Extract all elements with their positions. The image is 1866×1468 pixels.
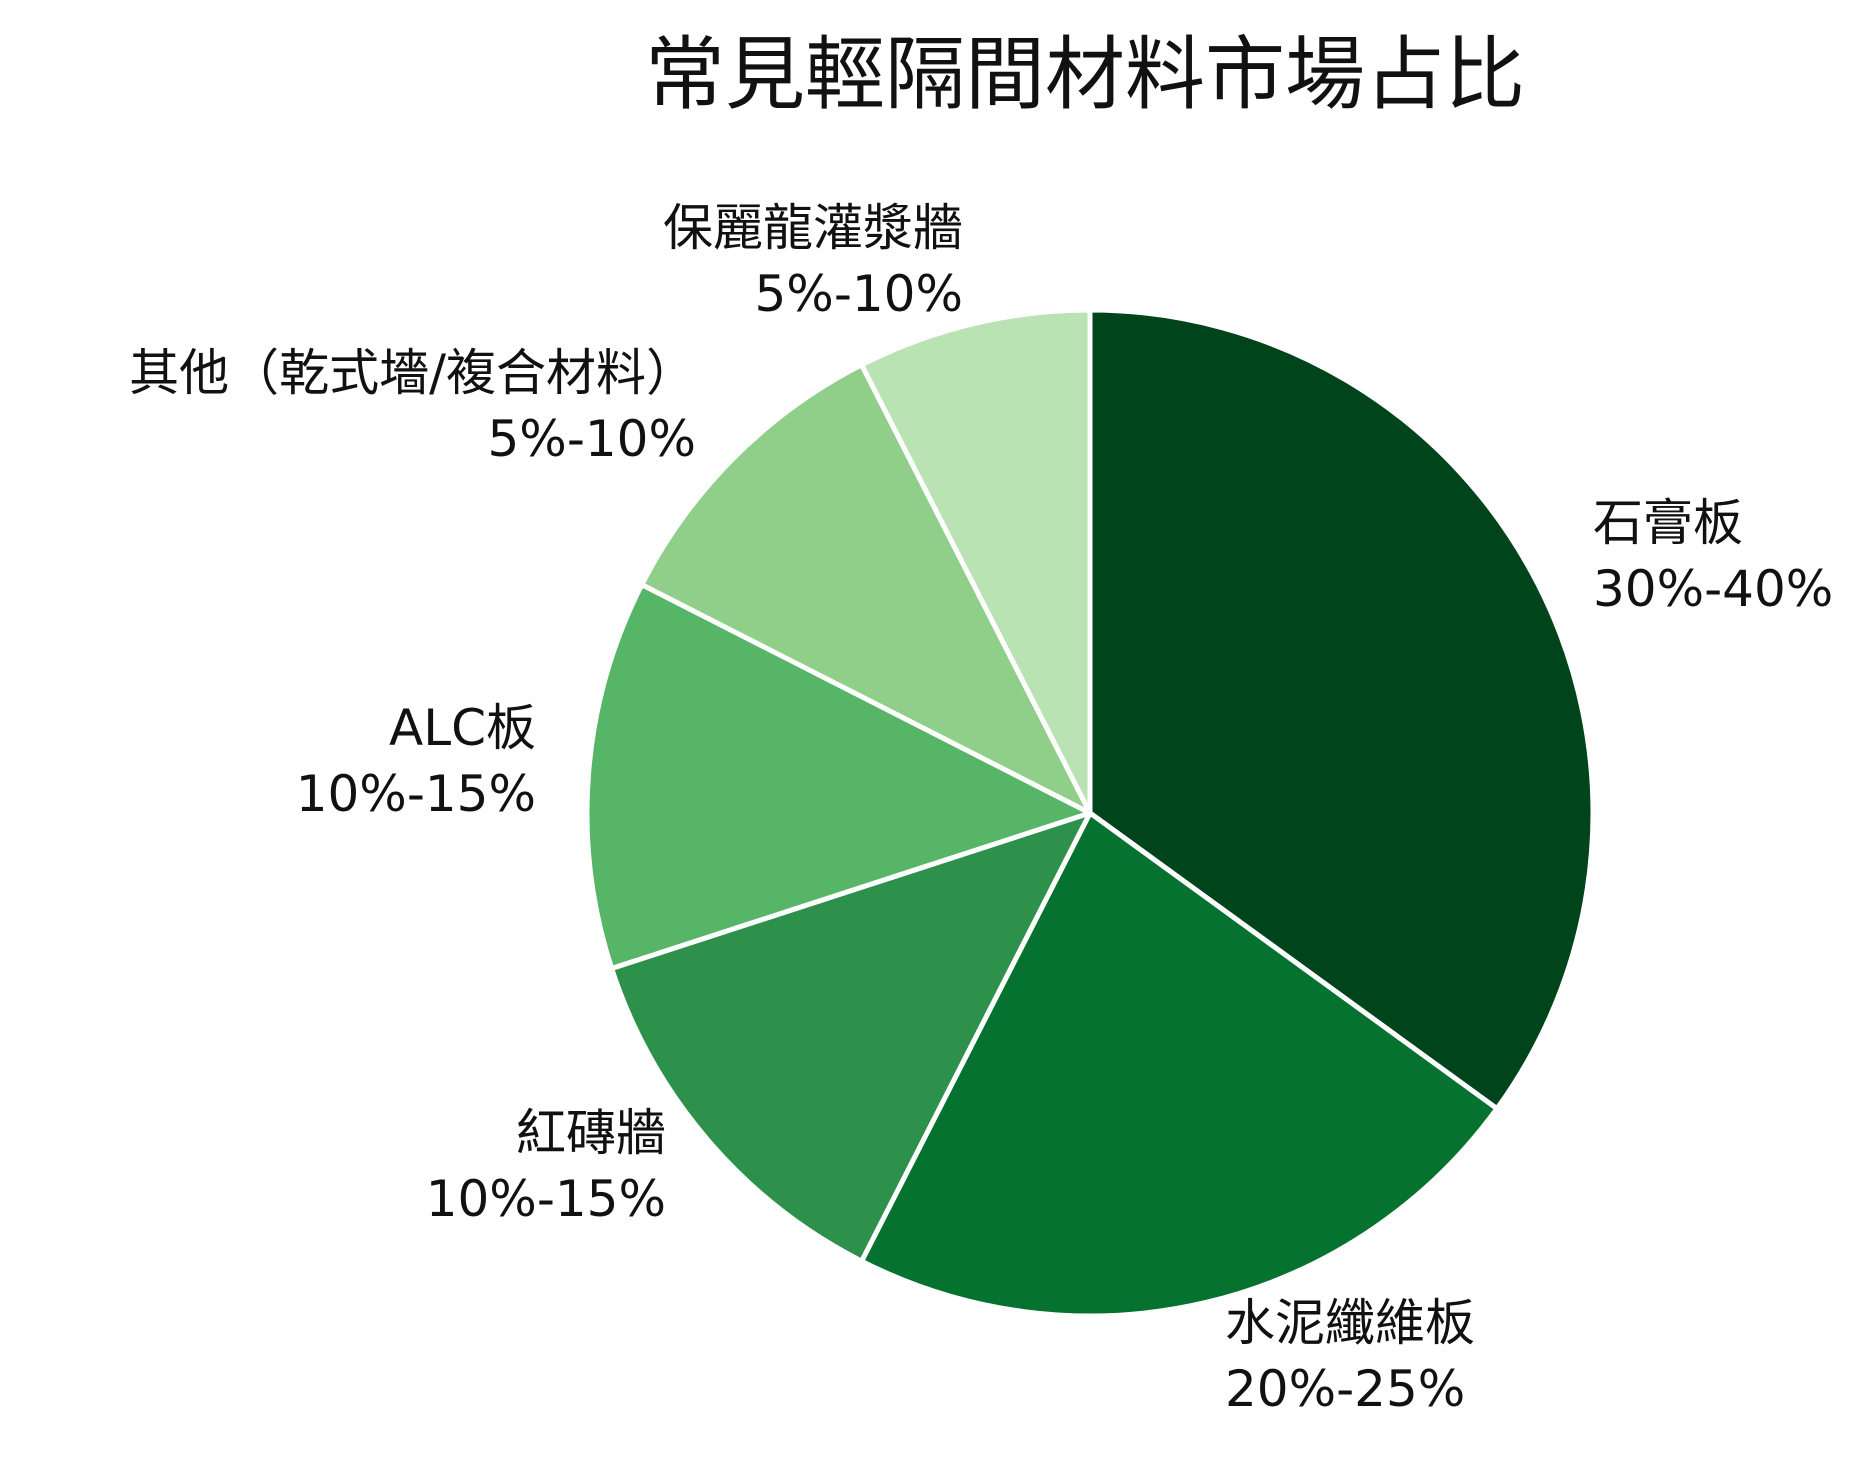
slice-label-eps-grout-wall: 保麗龍灌漿牆 5%-10% [663,195,963,327]
slice-eps-grout-wall [859,307,1093,816]
slice-range-eps-grout-wall: 5%-10% [754,265,964,323]
slice-range-gypsum-board: 30%-40% [1593,560,1834,618]
slice-red-brick-wall [609,810,1093,1264]
slice-name-gypsum-board: 石膏板 [1593,494,1743,552]
slice-label-fiber-cement-board: 水泥纖維板 20%-25% [1225,1290,1475,1422]
slice-label-alc-board: ALC板 10%-15% [296,695,536,827]
slice-label-red-brick-wall: 紅磚牆 10%-15% [426,1100,666,1232]
slice-name-red-brick-wall: 紅磚牆 [516,1104,666,1162]
slice-name-eps-grout-wall: 保麗龍灌漿牆 [663,199,963,257]
slice-range-other-composite: 5%-10% [487,410,697,468]
slice-range-alc-board: 10%-15% [295,765,536,823]
slice-alc-board [584,582,1093,971]
slice-name-other-composite: 其他（乾式墻/複合材料） [129,344,696,402]
chart-title: 常見輕隔間材料市場占比 [645,28,1525,121]
slice-range-fiber-cement-board: 20%-25% [1225,1360,1466,1418]
slice-label-other-composite: 其他（乾式墻/複合材料） 5%-10% [129,340,696,472]
slice-fiber-cement-board [859,810,1500,1319]
slice-name-alc-board: ALC板 [389,699,536,757]
slice-range-red-brick-wall: 10%-15% [425,1170,666,1228]
slice-label-gypsum-board: 石膏板 30%-40% [1593,490,1833,622]
slice-gypsum-board [1087,307,1596,1112]
slice-name-fiber-cement-board: 水泥纖維板 [1225,1294,1475,1352]
slice-other-composite [639,362,1093,816]
